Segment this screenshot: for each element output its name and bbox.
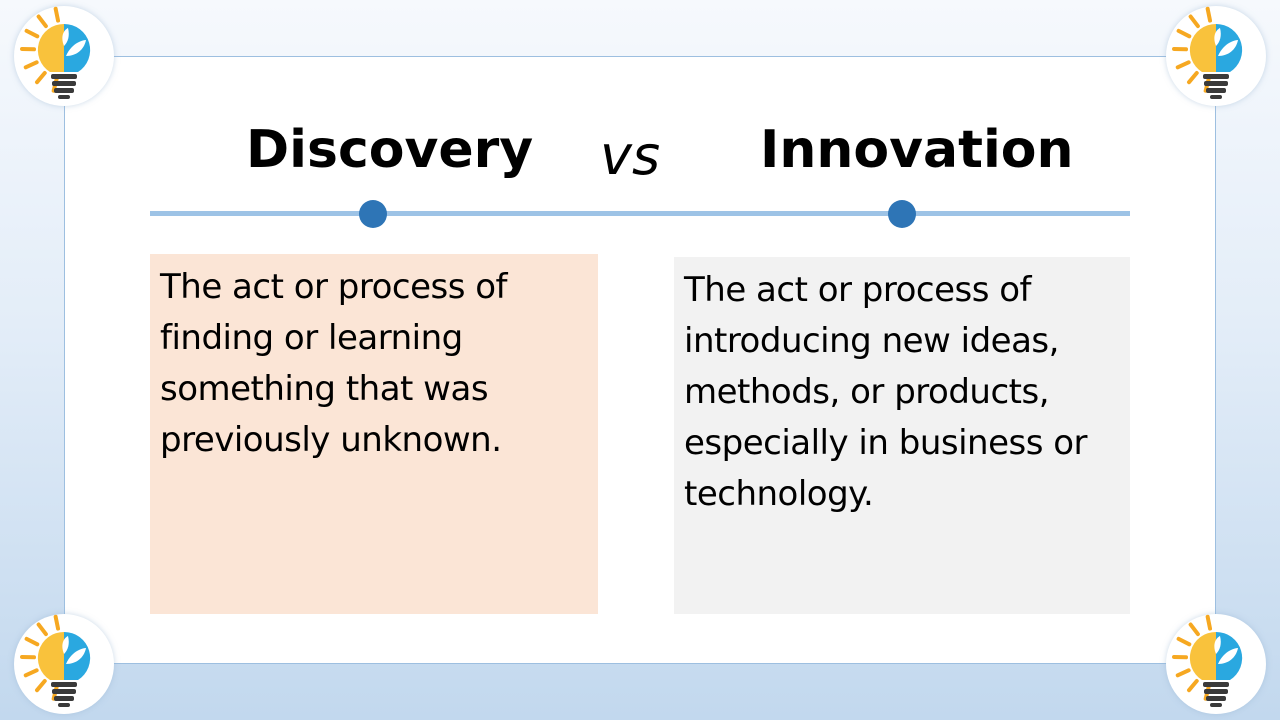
- lightbulb-icon: [14, 614, 114, 714]
- lightbulb-icon: [1166, 614, 1266, 714]
- discovery-definition: The act or process of finding or learnin…: [150, 254, 598, 614]
- innovation-definition: The act or process of introducing new id…: [674, 257, 1130, 614]
- vs-label: vs: [600, 124, 661, 187]
- lightbulb-icon: [1166, 6, 1266, 106]
- lightbulb-icon: [14, 6, 114, 106]
- innovation-title: Innovation: [760, 120, 1074, 180]
- innovation-marker-dot: [888, 200, 916, 228]
- discovery-title: Discovery: [246, 120, 534, 180]
- discovery-marker-dot: [359, 200, 387, 228]
- divider-line: [150, 211, 1130, 216]
